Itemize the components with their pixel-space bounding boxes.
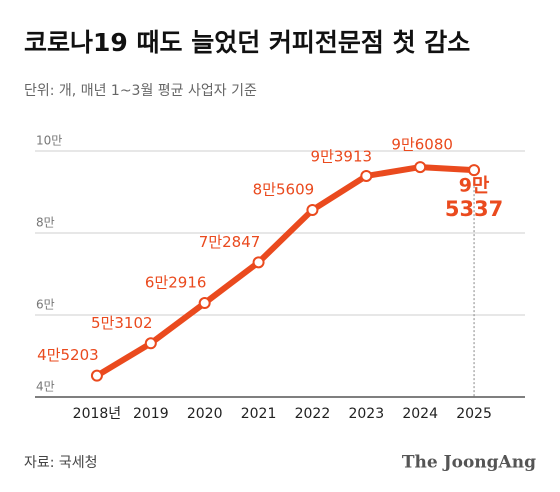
- value-label: 6만2916: [145, 274, 207, 292]
- marker: [144, 337, 157, 350]
- line: [95, 164, 475, 379]
- source: 자료: 국세청: [24, 455, 98, 471]
- marker: [252, 256, 265, 269]
- chart-title: 코로나19 때도 늘었던 커피전문점 첫 감소: [24, 28, 470, 57]
- value-label: 5337: [445, 197, 503, 221]
- marker: [198, 297, 211, 310]
- x-tick-label: 2019: [133, 406, 169, 422]
- marker: [468, 164, 481, 177]
- value-label: 9만: [459, 175, 490, 197]
- x-tick-label: 2023: [348, 406, 384, 422]
- logo: The JoongAng: [402, 453, 536, 473]
- value-label: 4만5203: [37, 346, 99, 364]
- marker: [90, 369, 103, 382]
- y-tick-label: 6만: [36, 298, 55, 312]
- value-label: 8만5609: [253, 181, 315, 199]
- value-label: 5만3102: [91, 314, 153, 332]
- value-label: 7만2847: [199, 233, 261, 251]
- chart-subtitle: 단위: 개, 매년 1~3월 평균 사업자 기준: [24, 83, 257, 99]
- marker: [306, 204, 319, 217]
- marker: [414, 161, 427, 174]
- value-label: 9만3913: [311, 147, 373, 165]
- x-tick-label: 2024: [402, 406, 438, 422]
- x-tick-label: 2021: [241, 406, 277, 422]
- value-label: 9만6080: [391, 136, 453, 154]
- x-tick-label: 2022: [295, 406, 331, 422]
- x-tick-label: 2020: [187, 406, 223, 422]
- y-tick-label: 8만: [36, 216, 55, 230]
- y-tick-label: 10만: [36, 134, 62, 148]
- x-tick-label: 2018년: [73, 406, 122, 422]
- x-tick-label: 2025: [456, 406, 492, 422]
- marker: [360, 169, 373, 182]
- y-tick-label: 4만: [36, 380, 55, 394]
